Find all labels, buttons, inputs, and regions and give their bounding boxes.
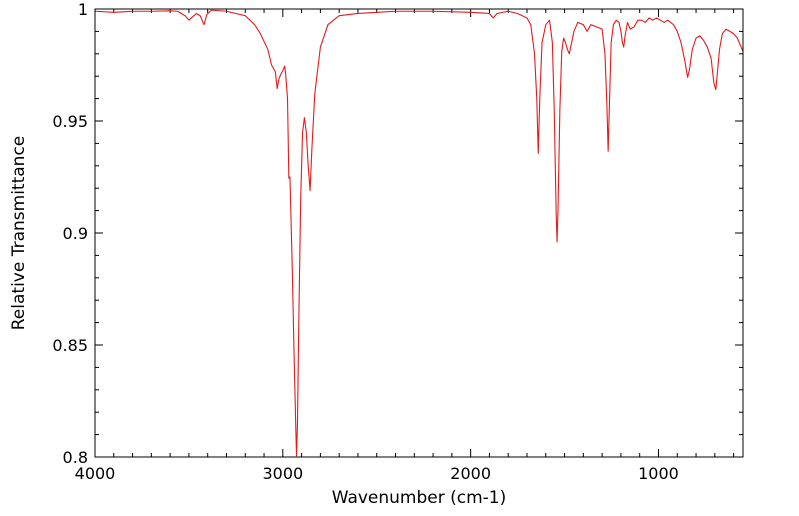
x-tick-label: 2000 — [450, 464, 491, 483]
y-tick-label: 0.9 — [63, 224, 88, 243]
transmittance-series-line — [94, 9, 744, 457]
plot-frame — [94, 8, 744, 458]
y-tick-label: 0.85 — [52, 336, 88, 355]
y-axis-ticks: 0.8 0.85 0.9 0.95 1 — [52, 0, 743, 467]
series-layer — [94, 9, 744, 457]
x-axis-ticks: 4000 3000 2000 1000 — [75, 9, 735, 483]
x-tick-label: 1000 — [638, 464, 679, 483]
x-tick-label: 4000 — [75, 464, 116, 483]
x-axis-title: Wavenumber (cm-1) — [332, 488, 507, 508]
x-tick-label: 3000 — [262, 464, 303, 483]
y-tick-label: 0.8 — [63, 448, 88, 467]
y-tick-label: 0.95 — [52, 112, 88, 131]
y-tick-label: 1 — [78, 0, 88, 19]
y-axis-title: Relative Transmittance — [9, 136, 29, 331]
